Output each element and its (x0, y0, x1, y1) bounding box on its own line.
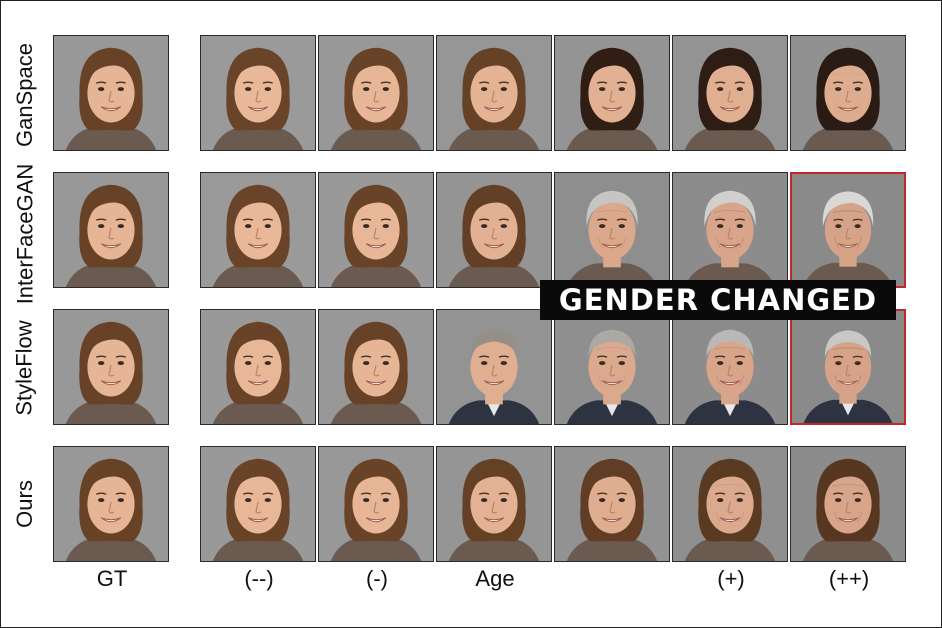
face-image-ours-1 (53, 446, 169, 562)
column-label-gt: GT (96, 566, 128, 591)
face-image-interfacegan-7 (790, 172, 906, 288)
face-image-ganspace-2 (200, 35, 316, 151)
face-image-styleflow-6 (672, 309, 788, 425)
face-image-ganspace-3 (318, 35, 434, 151)
column-label-minus: (-) (366, 566, 388, 591)
column-label-plus: (+) (717, 566, 745, 591)
row-label-ours: Ours (12, 480, 37, 528)
face-image-ours-4 (436, 446, 552, 562)
face-image-ours-2 (200, 446, 316, 562)
row-label-styleflow: StyleFlow (12, 320, 38, 416)
face-image-ours-6 (672, 446, 788, 562)
face-image-interfacegan-6 (672, 172, 788, 288)
column-label-plus-plus: (++) (828, 566, 870, 591)
face-image-ganspace-6 (672, 35, 788, 151)
row-label-interfacegan: InterFaceGAN (12, 163, 38, 305)
face-image-interfacegan-3 (318, 172, 434, 288)
face-image-interfacegan-2 (200, 172, 316, 288)
face-image-styleflow-3 (318, 309, 434, 425)
face-image-interfacegan-1 (53, 172, 169, 288)
face-image-styleflow-2 (200, 309, 316, 425)
face-image-ganspace-4 (436, 35, 552, 151)
face-image-interfacegan-4 (436, 172, 552, 288)
row-label-ganspace: GanSpace (12, 43, 37, 147)
face-image-ours-3 (318, 446, 434, 562)
face-image-ganspace-7 (790, 35, 906, 151)
face-image-ours-7 (790, 446, 906, 562)
face-image-styleflow-7 (790, 309, 906, 425)
column-label-age: Age (475, 566, 515, 591)
face-image-styleflow-5 (554, 309, 670, 425)
face-image-ours-5 (554, 446, 670, 562)
face-image-interfacegan-5 (554, 172, 670, 288)
face-image-styleflow-4 (436, 309, 552, 425)
face-image-ganspace-1 (53, 35, 169, 151)
gender-changed-banner: GENDER CHANGED (540, 280, 896, 320)
face-image-styleflow-1 (53, 309, 169, 425)
column-label-minus-minus: (--) (244, 566, 274, 591)
face-image-ganspace-5 (554, 35, 670, 151)
